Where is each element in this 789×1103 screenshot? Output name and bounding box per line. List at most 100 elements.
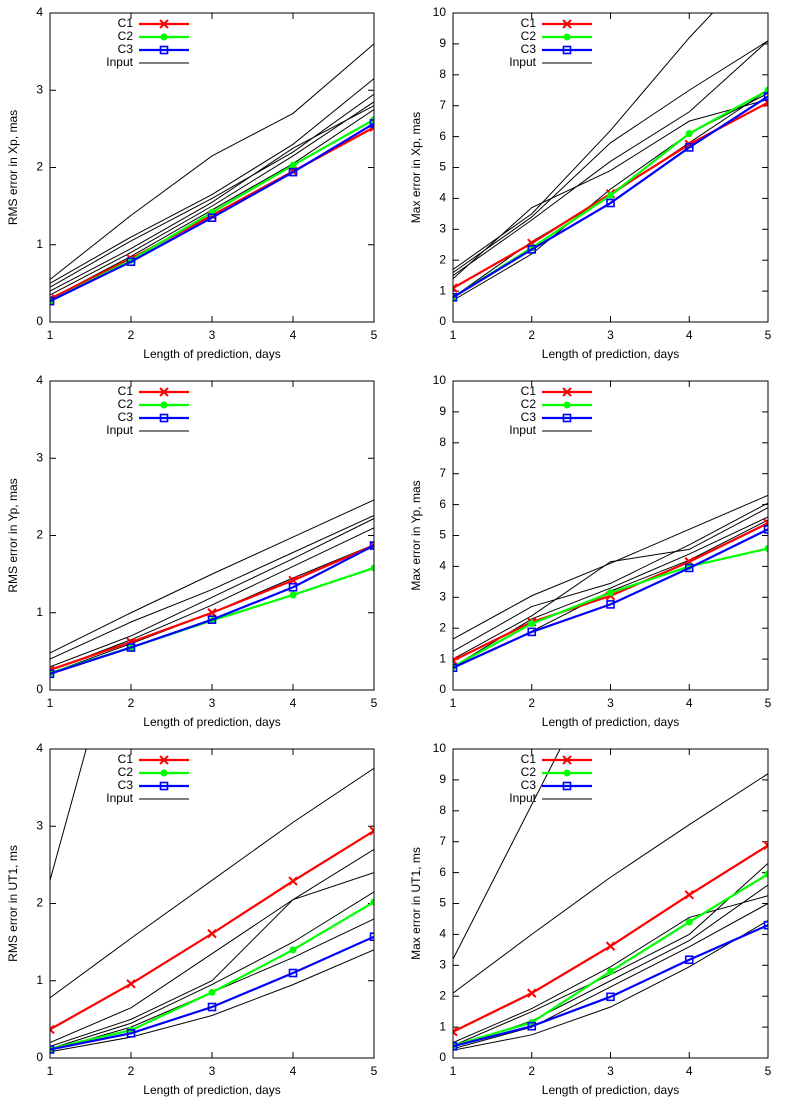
y-tick-label: 2 [439, 252, 446, 266]
y-tick-label: 0 [439, 314, 446, 328]
y-tick-label: 9 [439, 772, 446, 786]
y-tick-label: 0 [439, 682, 446, 696]
legend-label: Input [106, 423, 133, 437]
series-line [50, 544, 374, 675]
series-line [453, 40, 768, 277]
marker [207, 615, 217, 625]
marker [763, 525, 768, 534]
series-line [50, 43, 374, 280]
marker [605, 941, 616, 951]
marker [527, 988, 537, 998]
x-tick-label: 3 [607, 1064, 614, 1078]
x-axis-label: Length of prediction, days [542, 347, 679, 361]
marker [159, 45, 169, 55]
marker [160, 769, 168, 777]
x-tick-label: 3 [209, 696, 216, 710]
y-tick-label: 2 [36, 528, 43, 542]
y-tick-label: 0 [439, 1050, 446, 1064]
marker [126, 257, 136, 267]
x-tick-label: 1 [47, 696, 54, 710]
x-axis-label: Length of prediction, days [143, 1083, 280, 1097]
marker [207, 928, 217, 939]
y-tick-label: 3 [439, 589, 446, 603]
series-line [50, 78, 374, 284]
plot-frame [452, 748, 769, 1059]
series-line [453, 99, 768, 280]
marker [159, 387, 169, 397]
marker [763, 840, 768, 851]
legend-label: C1 [521, 16, 537, 30]
marker [562, 45, 572, 55]
y-tick-label: 3 [439, 957, 446, 971]
series-line [453, 903, 768, 1050]
y-tick-label: 9 [439, 404, 446, 418]
marker [159, 413, 169, 423]
series-line [50, 901, 374, 1050]
y-tick-label: 6 [439, 129, 446, 143]
marker [288, 968, 298, 978]
legend-label: C1 [118, 384, 134, 398]
series-line [50, 105, 374, 292]
legend-label: Input [106, 791, 133, 805]
y-tick-label: 2 [36, 160, 43, 174]
marker [764, 870, 768, 878]
marker [369, 932, 374, 942]
y-tick-label: 0 [36, 682, 43, 696]
series-line [50, 872, 374, 1047]
x-tick-label: 1 [450, 696, 457, 710]
marker [684, 143, 694, 152]
series-line [453, 13, 714, 270]
plot-area [453, 749, 768, 1051]
legend-label: C1 [118, 16, 134, 30]
x-tick-label: 5 [371, 696, 378, 710]
plot-frame [49, 12, 375, 323]
x-axis-label: Length of prediction, days [542, 1083, 679, 1097]
y-axis-label: RMS error in Xp, mas [6, 110, 20, 225]
x-tick-label: 4 [686, 696, 693, 710]
plot-area [453, 494, 768, 673]
x-tick-label: 1 [450, 1064, 457, 1078]
series-line [50, 935, 374, 1051]
y-tick-label: 4 [439, 191, 446, 205]
x-tick-label: 1 [47, 1064, 54, 1078]
plot-area [453, 13, 768, 302]
x-tick-label: 2 [528, 696, 535, 710]
y-tick-label: 7 [439, 466, 446, 480]
marker [527, 245, 537, 254]
x-tick-label: 2 [528, 328, 535, 342]
y-tick-label: 1 [36, 237, 43, 251]
series-line [453, 95, 768, 299]
series-line [453, 862, 768, 1047]
marker [764, 86, 768, 94]
y-tick-label: 8 [439, 67, 446, 81]
y-tick-label: 4 [439, 559, 446, 573]
x-axis-label: Length of prediction, days [143, 347, 280, 361]
plot-area [50, 499, 374, 679]
marker [160, 33, 168, 41]
y-tick-label: 2 [439, 620, 446, 634]
marker [159, 19, 169, 29]
marker [453, 663, 458, 673]
marker [763, 92, 768, 101]
marker [288, 582, 298, 592]
marker [50, 296, 55, 306]
marker [288, 167, 298, 177]
x-tick-label: 2 [528, 1064, 535, 1078]
x-tick-label: 5 [765, 696, 772, 710]
x-tick-label: 1 [450, 328, 457, 342]
x-axis-label: Length of prediction, days [143, 715, 280, 729]
marker [606, 600, 615, 609]
series-line [453, 773, 768, 994]
marker [684, 563, 694, 573]
marker [50, 1045, 55, 1054]
marker [370, 564, 374, 572]
legend-label: Input [509, 55, 536, 69]
legend-label: Input [106, 55, 133, 69]
marker [527, 1021, 537, 1031]
y-tick-label: 4 [439, 927, 446, 941]
marker [369, 826, 374, 836]
x-tick-label: 5 [765, 328, 772, 342]
plot-frame [49, 380, 375, 691]
